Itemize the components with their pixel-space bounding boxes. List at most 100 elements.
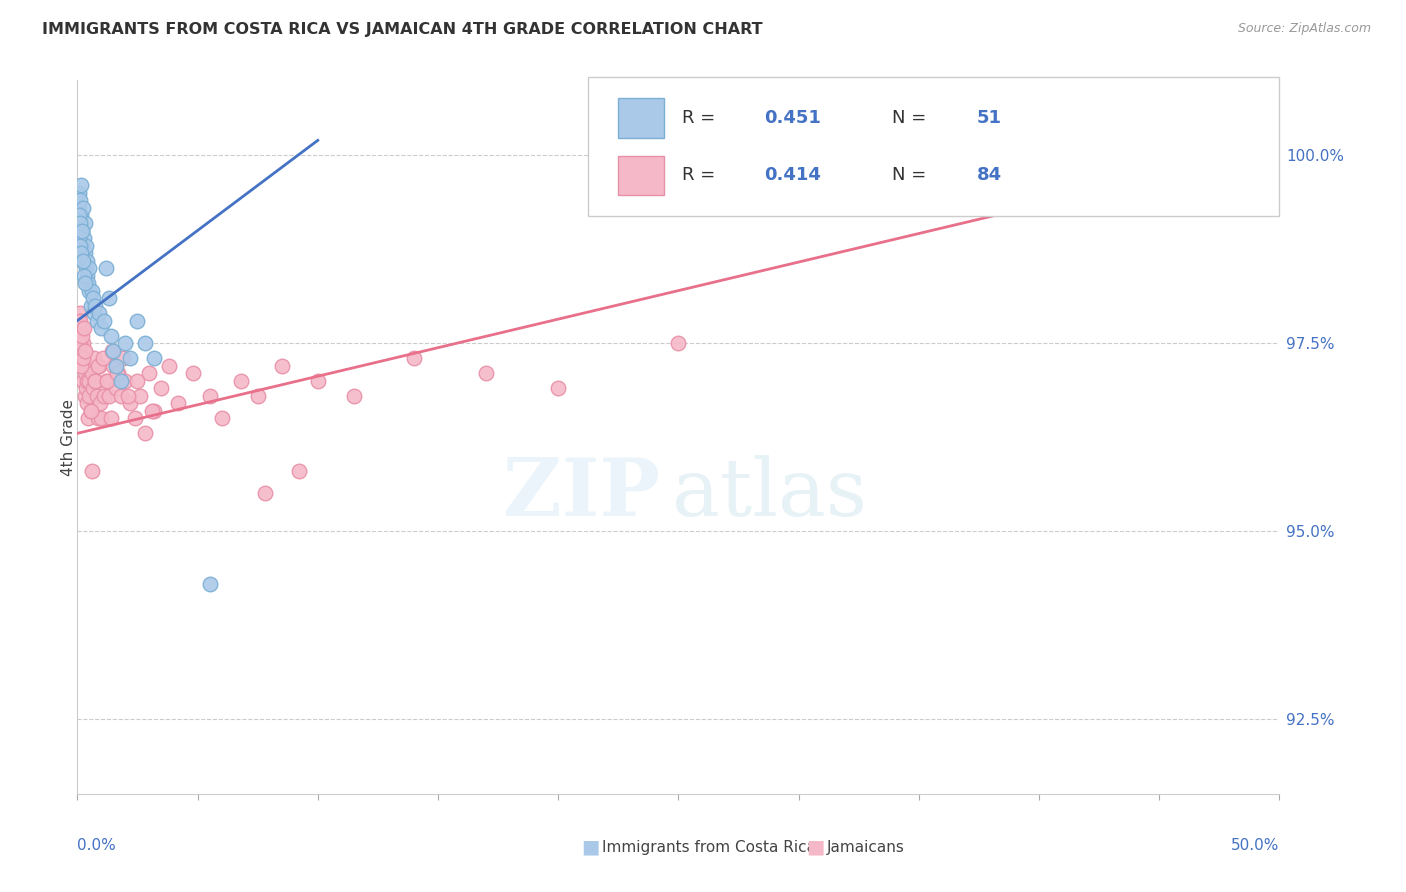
- Point: [69, 343, 91, 358]
- Text: Jamaicans: Jamaicans: [827, 840, 904, 855]
- Point: [73, 321, 96, 335]
- Point: [69, 194, 91, 208]
- Point: [96, 374, 118, 388]
- Point: [167, 396, 190, 410]
- Point: [80, 366, 103, 380]
- Point: [90, 411, 112, 425]
- Point: [124, 411, 146, 425]
- Text: ■: ■: [581, 838, 600, 857]
- Point: [103, 343, 125, 358]
- Point: [150, 381, 173, 395]
- Point: [75, 276, 97, 290]
- Point: [114, 336, 136, 351]
- Bar: [619, 155, 664, 194]
- Point: [82, 291, 104, 305]
- Point: [69, 216, 91, 230]
- Point: [70, 246, 93, 260]
- Point: [143, 351, 166, 366]
- Point: [73, 366, 96, 380]
- Point: [84, 299, 107, 313]
- Bar: [619, 98, 664, 137]
- Text: 84: 84: [977, 166, 1001, 184]
- Point: [211, 411, 233, 425]
- Point: [134, 426, 156, 441]
- Point: [73, 231, 96, 245]
- Point: [72, 351, 94, 366]
- Point: [70, 359, 93, 373]
- Point: [77, 411, 100, 425]
- Point: [87, 411, 110, 425]
- Text: atlas: atlas: [672, 455, 868, 533]
- Point: [287, 464, 309, 478]
- Point: [69, 238, 91, 252]
- Text: IMMIGRANTS FROM COSTA RICA VS JAMAICAN 4TH GRADE CORRELATION CHART: IMMIGRANTS FROM COSTA RICA VS JAMAICAN 4…: [42, 22, 763, 37]
- Point: [127, 313, 149, 327]
- Point: [69, 313, 91, 327]
- Point: [97, 389, 120, 403]
- Point: [79, 299, 101, 313]
- Point: [72, 374, 94, 388]
- Point: [101, 343, 124, 358]
- Point: [73, 246, 96, 260]
- Point: [70, 321, 93, 335]
- Point: [91, 351, 114, 366]
- Point: [67, 223, 90, 237]
- Point: [80, 284, 103, 298]
- Point: [70, 209, 93, 223]
- Point: [77, 374, 100, 388]
- Point: [69, 209, 91, 223]
- Text: 50.0%: 50.0%: [1232, 838, 1279, 853]
- Point: [77, 276, 100, 290]
- Point: [87, 306, 110, 320]
- Point: [134, 336, 156, 351]
- Point: [69, 336, 91, 351]
- FancyBboxPatch shape: [588, 77, 1279, 216]
- Point: [73, 268, 96, 283]
- Point: [668, 336, 690, 351]
- Point: [143, 404, 166, 418]
- Text: ■: ■: [806, 838, 825, 857]
- Point: [67, 328, 90, 343]
- Point: [75, 381, 97, 395]
- Point: [97, 291, 120, 305]
- Point: [253, 486, 276, 500]
- Point: [70, 223, 93, 237]
- Point: [79, 404, 101, 418]
- Point: [181, 366, 204, 380]
- Point: [127, 374, 149, 388]
- Point: [100, 328, 122, 343]
- Point: [69, 306, 91, 320]
- Point: [246, 389, 269, 403]
- Text: Immigrants from Costa Rica: Immigrants from Costa Rica: [602, 840, 815, 855]
- Point: [72, 201, 94, 215]
- Point: [70, 178, 93, 193]
- Point: [76, 396, 98, 410]
- Point: [83, 306, 105, 320]
- Point: [73, 389, 96, 403]
- Point: [141, 404, 163, 418]
- Point: [343, 389, 366, 403]
- Point: [67, 313, 90, 327]
- Point: [73, 343, 96, 358]
- Point: [82, 381, 104, 395]
- Point: [79, 404, 101, 418]
- Point: [93, 313, 115, 327]
- Point: [120, 396, 142, 410]
- Point: [198, 576, 221, 591]
- Point: [75, 238, 97, 252]
- Text: 0.0%: 0.0%: [77, 838, 117, 853]
- Point: [83, 374, 105, 388]
- Point: [70, 238, 93, 252]
- Point: [198, 389, 221, 403]
- Point: [67, 201, 90, 215]
- Point: [67, 231, 90, 245]
- Point: [72, 253, 94, 268]
- Text: R =: R =: [682, 166, 721, 184]
- Point: [84, 374, 107, 388]
- Point: [117, 389, 139, 403]
- Point: [75, 343, 97, 358]
- Point: [475, 366, 498, 380]
- Point: [138, 366, 160, 380]
- Point: [70, 359, 93, 373]
- Point: [307, 374, 329, 388]
